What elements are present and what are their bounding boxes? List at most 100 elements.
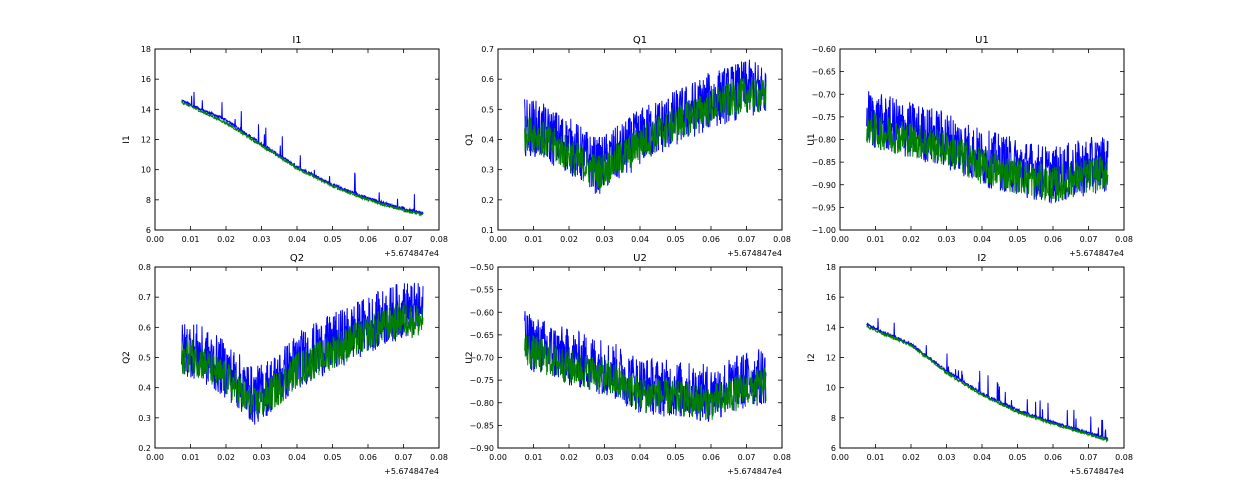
x-tick-label: 0.01 — [182, 235, 200, 244]
y-tick-label: −1.00 — [811, 226, 836, 235]
y-tick-label: −0.60 — [469, 308, 494, 317]
x-tick-label: 0.03 — [596, 235, 614, 244]
x-tick-label: 0.01 — [182, 453, 200, 462]
y-tick-label: 0.6 — [481, 75, 494, 84]
chart-title: U2 — [633, 253, 647, 264]
y-tick-label: 0.8 — [138, 263, 151, 272]
chart-title: Q1 — [633, 35, 647, 46]
subplot-i2: 0.00 0.01 0.02 0.03 0.04 0.05 0.06 0.07 0.08 6 8 10… — [807, 253, 1133, 476]
y-tick-label: −0.85 — [469, 421, 494, 430]
y-tick-label: 10 — [826, 384, 836, 393]
y-axis-label: Q2 — [122, 351, 132, 364]
chart-title: I2 — [977, 253, 986, 264]
y-tick-label: 10 — [141, 166, 151, 175]
chart-title: U1 — [975, 35, 989, 46]
x-tick-label: 0.07 — [395, 453, 413, 462]
x-tick-label: 0.07 — [738, 453, 756, 462]
y-tick-label: −0.80 — [469, 399, 494, 408]
y-tick-label: 0.1 — [481, 226, 494, 235]
y-tick-label: 14 — [141, 105, 151, 114]
x-tick-label: 0.00 — [489, 453, 507, 462]
y-tick-label: 18 — [826, 263, 836, 272]
y-tick-label: −0.55 — [469, 286, 494, 295]
x-tick-label: 0.03 — [938, 453, 956, 462]
y-tick-label: 8 — [146, 196, 151, 205]
y-tick-label: −0.70 — [811, 90, 836, 99]
axes-frame — [839, 266, 1125, 449]
x-tick-label: 0.00 — [831, 453, 849, 462]
x-tick-label: 0.04 — [973, 453, 991, 462]
x-offset-label: +5.674847e4 — [1069, 467, 1124, 476]
chart-title: Q2 — [290, 253, 304, 264]
y-tick-label: −0.50 — [469, 263, 494, 272]
y-tick-label: −0.75 — [811, 113, 836, 122]
y-tick-label: 16 — [826, 293, 836, 302]
x-tick-label: 0.03 — [938, 235, 956, 244]
x-tick-label: 0.05 — [1009, 453, 1027, 462]
y-tick-label: 0.3 — [138, 414, 151, 423]
series-line-1 — [181, 91, 424, 216]
y-tick-label: −0.95 — [811, 203, 836, 212]
series-line-1 — [181, 282, 424, 425]
x-tick-label: 0.02 — [217, 235, 235, 244]
x-tick-label: 0.07 — [738, 235, 756, 244]
subplot-u2: 0.00 0.01 0.02 0.03 0.04 0.05 0.06 0.07 0.08 −0.9… — [465, 253, 791, 476]
x-tick-label: 0.04 — [288, 235, 306, 244]
x-tick-label: 0.04 — [288, 453, 306, 462]
x-tick-label: 0.06 — [359, 453, 377, 462]
x-tick-label: 0.00 — [489, 235, 507, 244]
y-axis-label: I1 — [122, 135, 132, 143]
x-tick-label: 0.01 — [525, 453, 543, 462]
chart-title: I1 — [292, 35, 301, 46]
series-line-2 — [181, 100, 424, 217]
x-tick-label: 0.02 — [560, 453, 578, 462]
series-line-2 — [866, 109, 1109, 202]
y-tick-label: 0.5 — [481, 105, 494, 114]
x-tick-label: 0.01 — [867, 453, 885, 462]
x-tick-label: 0.01 — [867, 235, 885, 244]
subplot-q1: 0.00 0.01 0.02 0.03 0.04 0.05 0.06 0.07 0.08 0.1 0… — [465, 35, 791, 258]
y-axis-label: Q1 — [465, 133, 475, 146]
y-tick-label: −0.85 — [811, 158, 836, 167]
y-tick-label: 6 — [831, 444, 836, 453]
y-tick-label: 0.3 — [481, 166, 494, 175]
x-tick-label: 0.04 — [973, 235, 991, 244]
x-tick-label: 0.02 — [217, 453, 235, 462]
series-line-2 — [866, 324, 1109, 443]
y-tick-label: 0.4 — [481, 136, 494, 145]
series-line-2 — [524, 334, 767, 421]
series-line-1 — [524, 59, 767, 194]
x-tick-label: 0.03 — [596, 453, 614, 462]
x-tick-label: 0.06 — [1044, 235, 1062, 244]
x-tick-label: 0.06 — [1044, 453, 1062, 462]
x-tick-label: 0.08 — [773, 235, 791, 244]
x-tick-label: 0.00 — [831, 235, 849, 244]
x-tick-label: 0.08 — [1115, 235, 1133, 244]
y-tick-label: 16 — [141, 75, 151, 84]
subplot-q2: 0.00 0.01 0.02 0.03 0.04 0.05 0.06 0.07 0.08 0.2 0… — [122, 253, 448, 476]
x-tick-label: 0.04 — [631, 235, 649, 244]
y-tick-label: 0.2 — [481, 196, 494, 205]
x-tick-label: 0.00 — [146, 235, 164, 244]
series-line-2 — [524, 76, 767, 190]
x-tick-label: 0.06 — [702, 453, 720, 462]
x-tick-label: 0.06 — [359, 235, 377, 244]
x-offset-label: +5.674847e4 — [384, 467, 439, 476]
y-tick-label: −0.60 — [811, 45, 836, 54]
y-tick-label: −0.75 — [469, 376, 494, 385]
y-tick-label: 0.4 — [138, 384, 151, 393]
y-axis-label: I2 — [807, 353, 817, 361]
y-tick-label: 12 — [141, 136, 151, 145]
x-tick-label: 0.05 — [667, 453, 685, 462]
y-tick-label: 0.6 — [138, 323, 151, 332]
x-tick-label: 0.02 — [902, 453, 920, 462]
y-tick-label: 0.5 — [138, 354, 151, 363]
x-tick-label: 0.08 — [430, 235, 448, 244]
x-tick-label: 0.05 — [324, 235, 342, 244]
x-tick-label: 0.05 — [667, 235, 685, 244]
y-tick-label: −0.90 — [811, 181, 836, 190]
y-tick-label: 14 — [826, 323, 836, 332]
x-tick-label: 0.07 — [1080, 453, 1098, 462]
x-tick-label: 0.08 — [773, 453, 791, 462]
